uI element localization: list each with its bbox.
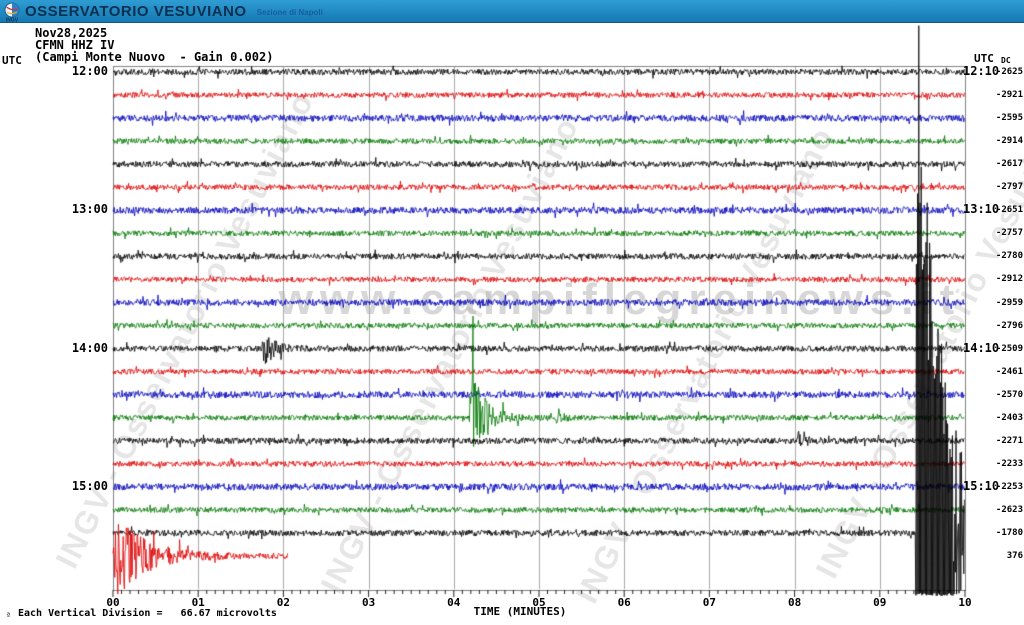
right-axis-unit: UTC (974, 52, 994, 65)
footer-mark: ª (6, 611, 11, 620)
header-station-code: CFMN HHZ IV (35, 38, 115, 52)
page-subtitle: Sezione di Napoli (256, 7, 323, 17)
header-station-detail: (Campi Monte Nuovo - Gain 0.002) (35, 50, 274, 64)
dc-column-header: DC (1001, 56, 1011, 65)
x-axis-label: TIME (MINUTES) (473, 605, 567, 618)
ingv-logo: INGV (4, 2, 20, 22)
left-axis-unit: UTC (2, 54, 22, 67)
svg-text:INGV: INGV (6, 17, 19, 22)
header-date: Nov28,2025 (35, 26, 108, 40)
scale-footnote: Each Vertical Division = 66.67 microvolt… (18, 608, 277, 619)
page-title: OSSERVATORIO VESUVIANO (25, 2, 247, 20)
site-topbar: INGV OSSERVATORIO VESUVIANO Sezione di N… (0, 0, 1024, 23)
